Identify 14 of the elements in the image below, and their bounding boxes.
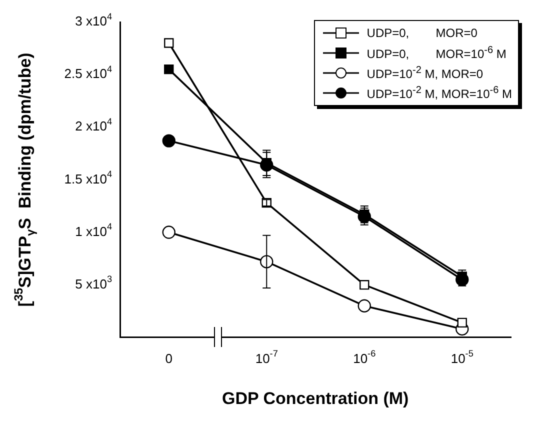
y-axis-title: [35S]GTPγS Binding (dpm/tube) [11,52,38,307]
x-tick-label: 0 [165,350,172,366]
point [457,318,467,328]
legend-label: UDP=10$^{-2}$ M, MOR=10$^{-6}$ M [366,85,512,101]
point [162,134,176,148]
point [358,299,371,312]
legend-label: UDP=0, MOR=0 [366,26,478,40]
point [164,38,174,48]
point [162,226,176,239]
x-axis-title: GDP Concentration (M) [222,389,409,408]
point [360,280,370,290]
legend-label: UDP=10$^{-2}$ M, MOR=0 [366,65,484,81]
point [164,64,174,74]
legend-label: UDP=0, MOR=10$^{-6}$ M [366,45,506,61]
